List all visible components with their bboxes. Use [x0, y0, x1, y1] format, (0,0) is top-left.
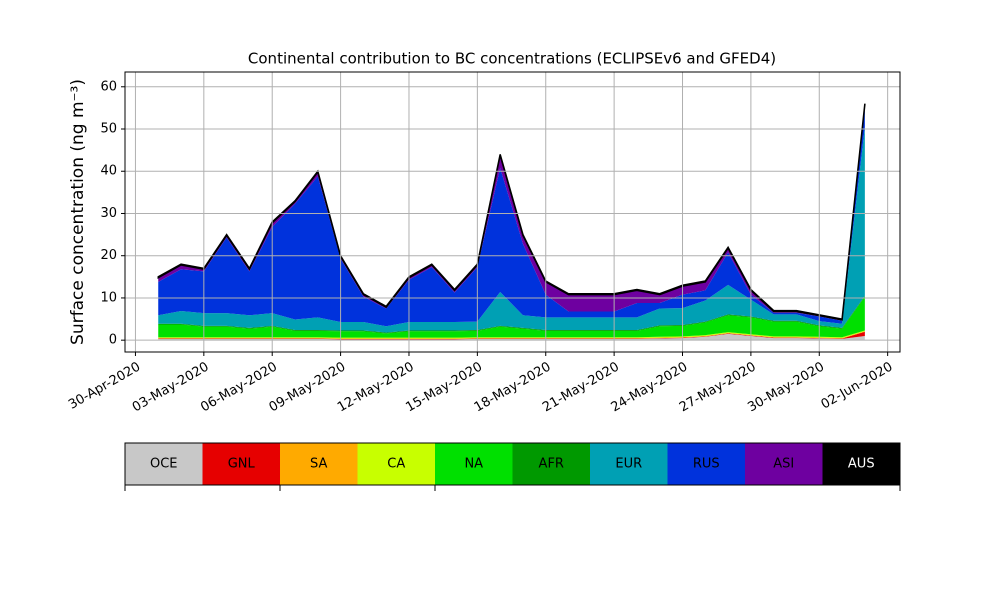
y-tick-label: 20 [100, 248, 117, 263]
area [158, 108, 865, 327]
y-tick-label: 10 [100, 290, 117, 305]
y-axis-label: Surface concentration (ng m⁻³) [68, 79, 88, 345]
x-tick-label: 12-May-2020 [335, 360, 417, 416]
legend-swatch [667, 443, 745, 485]
legend-swatch [280, 443, 358, 485]
legend-swatch [590, 443, 668, 485]
legend-label: SA [310, 457, 327, 472]
legend-label: CA [387, 457, 405, 472]
x-tick-label: 02-Jun-2020 [819, 360, 896, 413]
legend-label: RUS [693, 457, 720, 472]
area [158, 331, 865, 339]
x-tick-label: 09-May-2020 [267, 360, 349, 416]
legend-label: OCE [150, 457, 178, 472]
legend-label: AUS [848, 457, 875, 472]
legend-swatch [512, 443, 590, 485]
y-tick-label: 0 [109, 333, 117, 348]
legend-swatch [125, 443, 203, 485]
x-tick-label: 21-May-2020 [540, 360, 622, 416]
area [158, 333, 865, 341]
area [158, 331, 865, 340]
x-tick-label: 03-May-2020 [130, 360, 212, 416]
x-tick-label: 15-May-2020 [403, 360, 485, 416]
legend-swatch [435, 443, 513, 485]
x-tick-label: 24-May-2020 [609, 360, 691, 416]
legend-swatch [202, 443, 280, 485]
y-tick-label: 50 [100, 122, 117, 137]
area [157, 103, 866, 321]
legend-swatch [822, 443, 900, 485]
legend-swatch [357, 443, 435, 485]
legend-label: ASI [773, 457, 794, 472]
y-tick-label: 40 [100, 164, 117, 179]
x-tick-label: 06-May-2020 [198, 360, 280, 416]
x-tick-label: 18-May-2020 [472, 360, 554, 416]
legend-label: NA [464, 457, 483, 472]
y-tick-label: 60 [100, 79, 117, 94]
x-tick-label: 30-May-2020 [745, 360, 827, 416]
legend-label: GNL [228, 457, 256, 472]
x-tick-label: 27-May-2020 [677, 360, 759, 416]
chart-title: Continental contribution to BC concentra… [248, 50, 776, 68]
legend-label: AFR [539, 457, 564, 472]
area [158, 330, 865, 339]
legend-frame [124, 442, 901, 486]
area [158, 296, 865, 338]
legend-label: EUR [615, 457, 642, 472]
plot-frame [124, 71, 901, 353]
y-tick-label: 30 [100, 206, 117, 221]
legend-swatch [745, 443, 823, 485]
